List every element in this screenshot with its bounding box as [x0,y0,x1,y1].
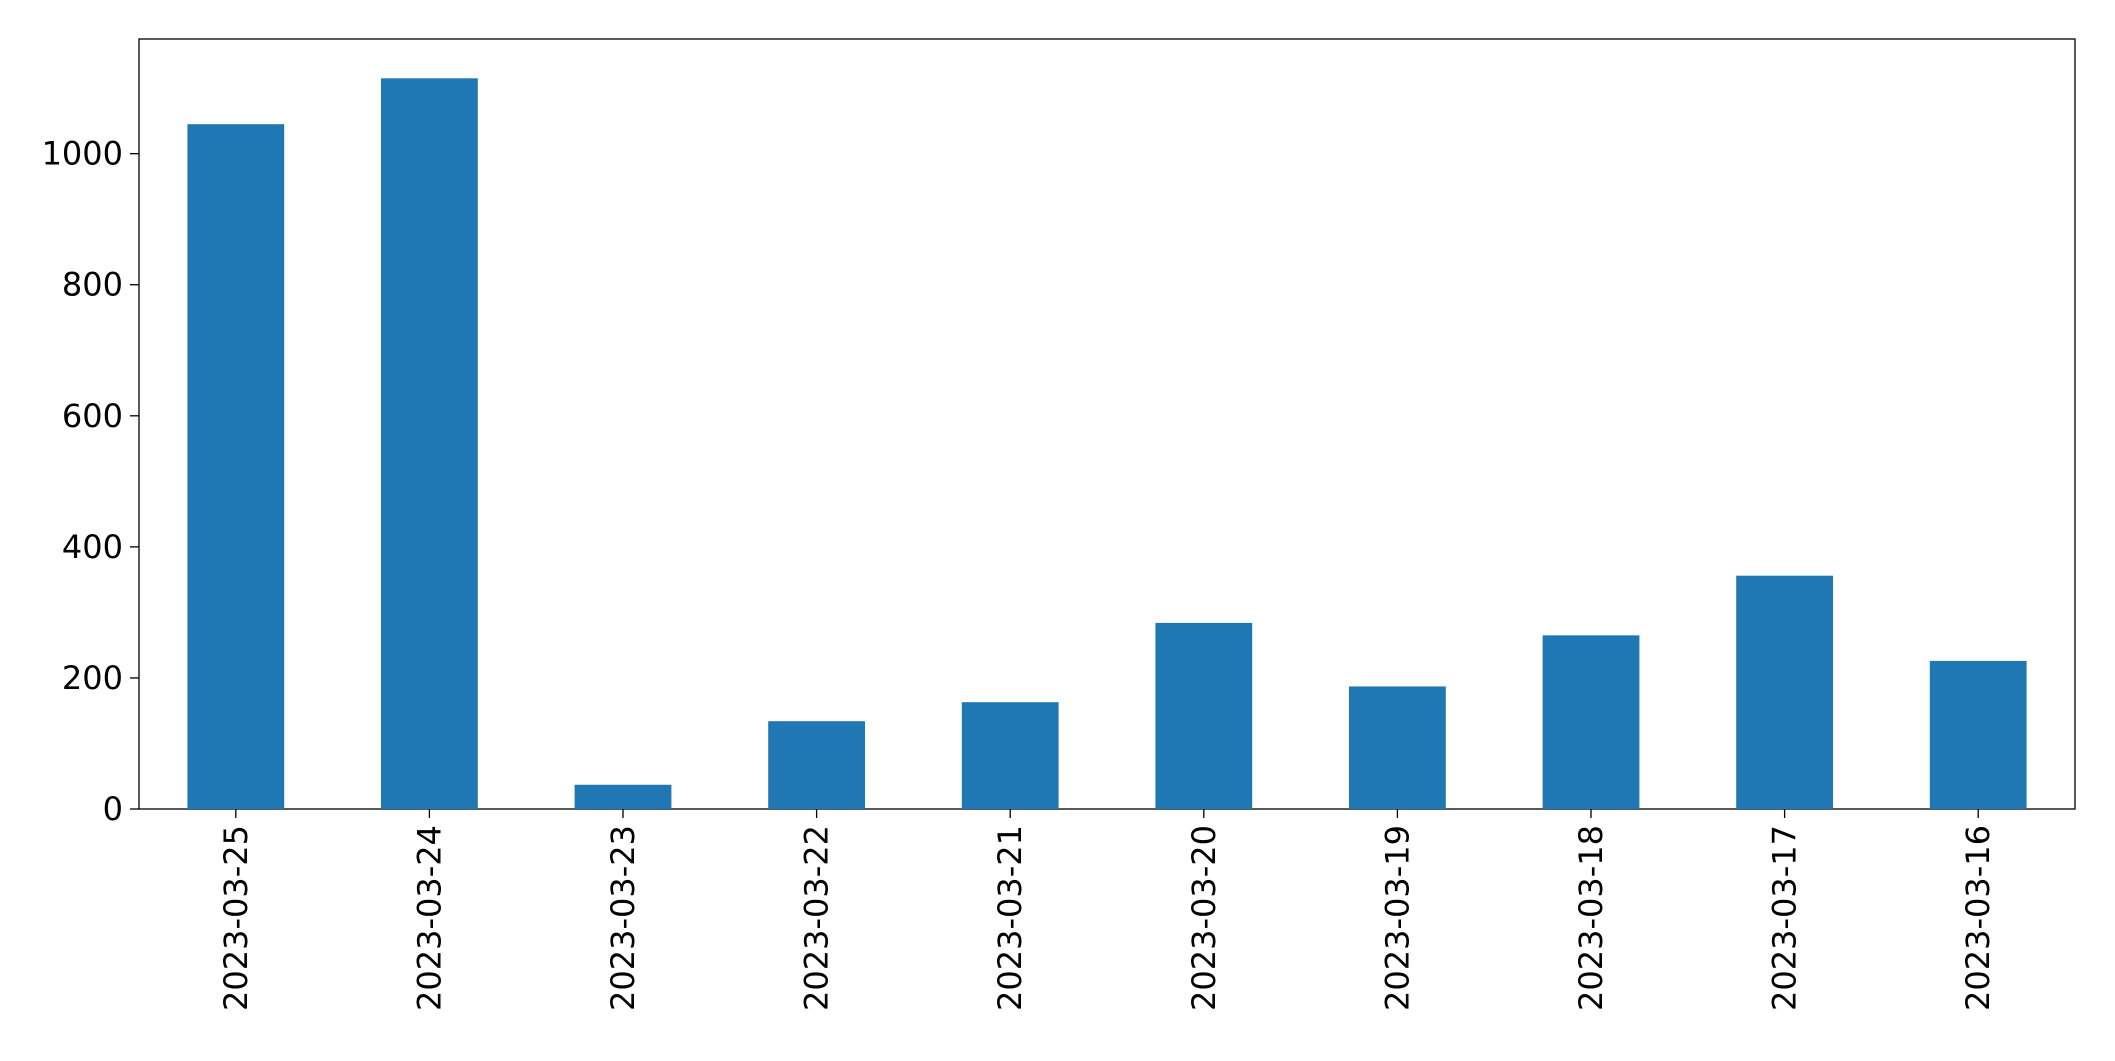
x-tick-label: 2023-03-19 [1378,825,1416,1011]
bar [187,124,285,810]
y-tick-label: 1000 [42,135,123,173]
x-tick-label: 2023-03-17 [1766,825,1804,1011]
x-tick-label: 2023-03-16 [1959,825,1997,1011]
x-tick-label: 2023-03-22 [798,825,836,1011]
y-tick-label: 0 [103,790,123,828]
bar [1542,635,1640,809]
y-tick-label: 400 [62,528,123,566]
x-tick-label: 2023-03-21 [991,825,1029,1011]
x-tick-label: 2023-03-25 [217,825,255,1011]
bar [1736,575,1833,809]
y-tick-label: 600 [62,397,123,435]
bar [1349,686,1446,809]
plot-frame [138,38,2076,810]
bar [768,721,865,809]
x-tick-label: 2023-03-18 [1572,825,1610,1011]
x-tick-label: 2023-03-23 [604,825,642,1011]
y-tick-label: 800 [62,266,123,304]
bar [1155,622,1253,809]
bar [961,702,1059,809]
x-tick-label: 2023-03-20 [1185,825,1223,1011]
bar [381,78,478,809]
bar [1929,660,2027,809]
x-tick-label: 2023-03-24 [410,825,448,1011]
bar [574,784,672,809]
y-tick-label: 200 [62,659,123,697]
